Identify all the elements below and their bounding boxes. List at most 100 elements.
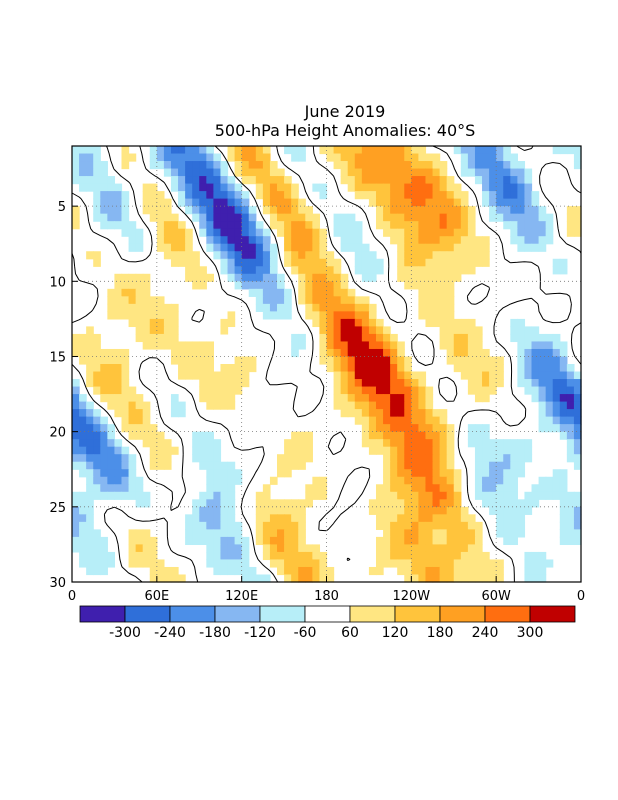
anomaly-cell (326, 146, 335, 155)
anomaly-cell (305, 484, 313, 493)
anomaly-cell (503, 146, 511, 155)
anomaly-cell (453, 364, 462, 373)
anomaly-cell (262, 273, 271, 282)
anomaly-cell (72, 379, 80, 388)
anomaly-cell (220, 251, 229, 260)
anomaly-cell (460, 333, 469, 343)
anomaly-cell (375, 484, 384, 493)
anomaly-cell (439, 461, 448, 470)
anomaly-cell (79, 333, 87, 343)
anomaly-cell (439, 409, 448, 418)
anomaly-cell (234, 544, 243, 553)
anomaly-cell (192, 439, 200, 448)
anomaly-cell (199, 341, 207, 350)
anomaly-cell (277, 296, 285, 305)
anomaly-cell (291, 431, 299, 440)
anomaly-cell (418, 288, 427, 297)
anomaly-cell (439, 161, 448, 170)
anomaly-cell (340, 364, 349, 373)
anomaly-cell (220, 183, 229, 192)
anomaly-cell (128, 311, 137, 320)
anomaly-cell (503, 221, 511, 230)
anomaly-cell (489, 439, 497, 448)
anomaly-cell (397, 416, 405, 425)
anomaly-cell (86, 476, 94, 485)
anomaly-cell (72, 499, 80, 508)
anomaly-cell (439, 288, 448, 297)
anomaly-cell (552, 371, 561, 380)
anomaly-cell (432, 318, 441, 328)
anomaly-cell (312, 236, 321, 245)
anomaly-cell (397, 529, 405, 538)
anomaly-cell (425, 559, 434, 568)
anomaly-cell (467, 236, 476, 245)
anomaly-cell (269, 476, 278, 485)
anomaly-cell (79, 454, 87, 463)
anomaly-cell (446, 341, 455, 350)
anomaly-cell (86, 454, 94, 463)
anomaly-cell (559, 394, 568, 403)
anomaly-cell (545, 341, 554, 350)
anomaly-cell (305, 213, 313, 222)
anomaly-cell (439, 484, 448, 493)
anomaly-cell (284, 536, 292, 546)
anomaly-cell (411, 484, 419, 493)
anomaly-cell (192, 206, 200, 215)
anomaly-cell (291, 544, 299, 553)
anomaly-cell (107, 356, 116, 365)
anomaly-cell (156, 213, 165, 222)
anomaly-cell (298, 566, 306, 576)
anomaly-cell (156, 333, 165, 343)
anomaly-cell (248, 266, 257, 275)
anomaly-cell (474, 341, 483, 350)
anomaly-cell (163, 236, 172, 245)
x-axis: 0 60E 120E 180 120W 60W 0 (68, 576, 585, 604)
anomaly-cell (333, 326, 342, 335)
anomaly-cell (368, 499, 377, 508)
anomaly-cell (156, 454, 165, 463)
anomaly-cell (489, 191, 497, 200)
anomaly-cell (298, 228, 306, 237)
anomaly-cell (206, 213, 214, 222)
anomaly-cell (439, 326, 448, 335)
anomaly-cell (121, 424, 130, 433)
anomaly-cell (333, 364, 342, 373)
anomaly-cell (531, 221, 540, 230)
anomaly-cell (390, 424, 398, 433)
anomaly-cell (439, 296, 448, 305)
anomaly-cell (135, 333, 144, 343)
anomaly-cell (213, 566, 222, 576)
anomaly-cell (333, 153, 342, 162)
anomaly-cell (326, 288, 335, 297)
anomaly-cell (411, 431, 419, 440)
anomaly-cell (354, 409, 363, 418)
anomaly-cell (397, 161, 405, 170)
anomaly-cell (340, 401, 349, 410)
anomaly-cell (538, 566, 547, 576)
anomaly-cell (72, 424, 80, 433)
anomaly-cell (411, 386, 419, 395)
anomaly-cell (340, 281, 349, 290)
anomaly-cell (93, 386, 101, 395)
anomaly-cell (199, 506, 207, 515)
anomaly-cell (79, 401, 87, 410)
anomaly-cell (425, 258, 434, 267)
anomaly-cell (446, 318, 455, 328)
anomaly-cell (517, 168, 526, 177)
anomaly-cell (524, 176, 533, 185)
anomaly-cell (503, 536, 511, 546)
anomaly-cell (397, 251, 405, 260)
anomaly-cell (517, 454, 526, 463)
anomaly-cell (277, 461, 285, 470)
anomaly-cell (375, 401, 384, 410)
anomaly-cell (361, 146, 370, 155)
anomaly-cell (107, 371, 116, 380)
anomaly-cell (199, 394, 207, 403)
anomaly-cell (241, 251, 250, 260)
anomaly-cell (552, 484, 561, 493)
anomaly-cell (241, 168, 250, 177)
anomaly-cell (573, 401, 582, 410)
anomaly-cell (545, 213, 554, 222)
anomaly-cell (199, 191, 207, 200)
anomaly-cell (545, 416, 554, 425)
